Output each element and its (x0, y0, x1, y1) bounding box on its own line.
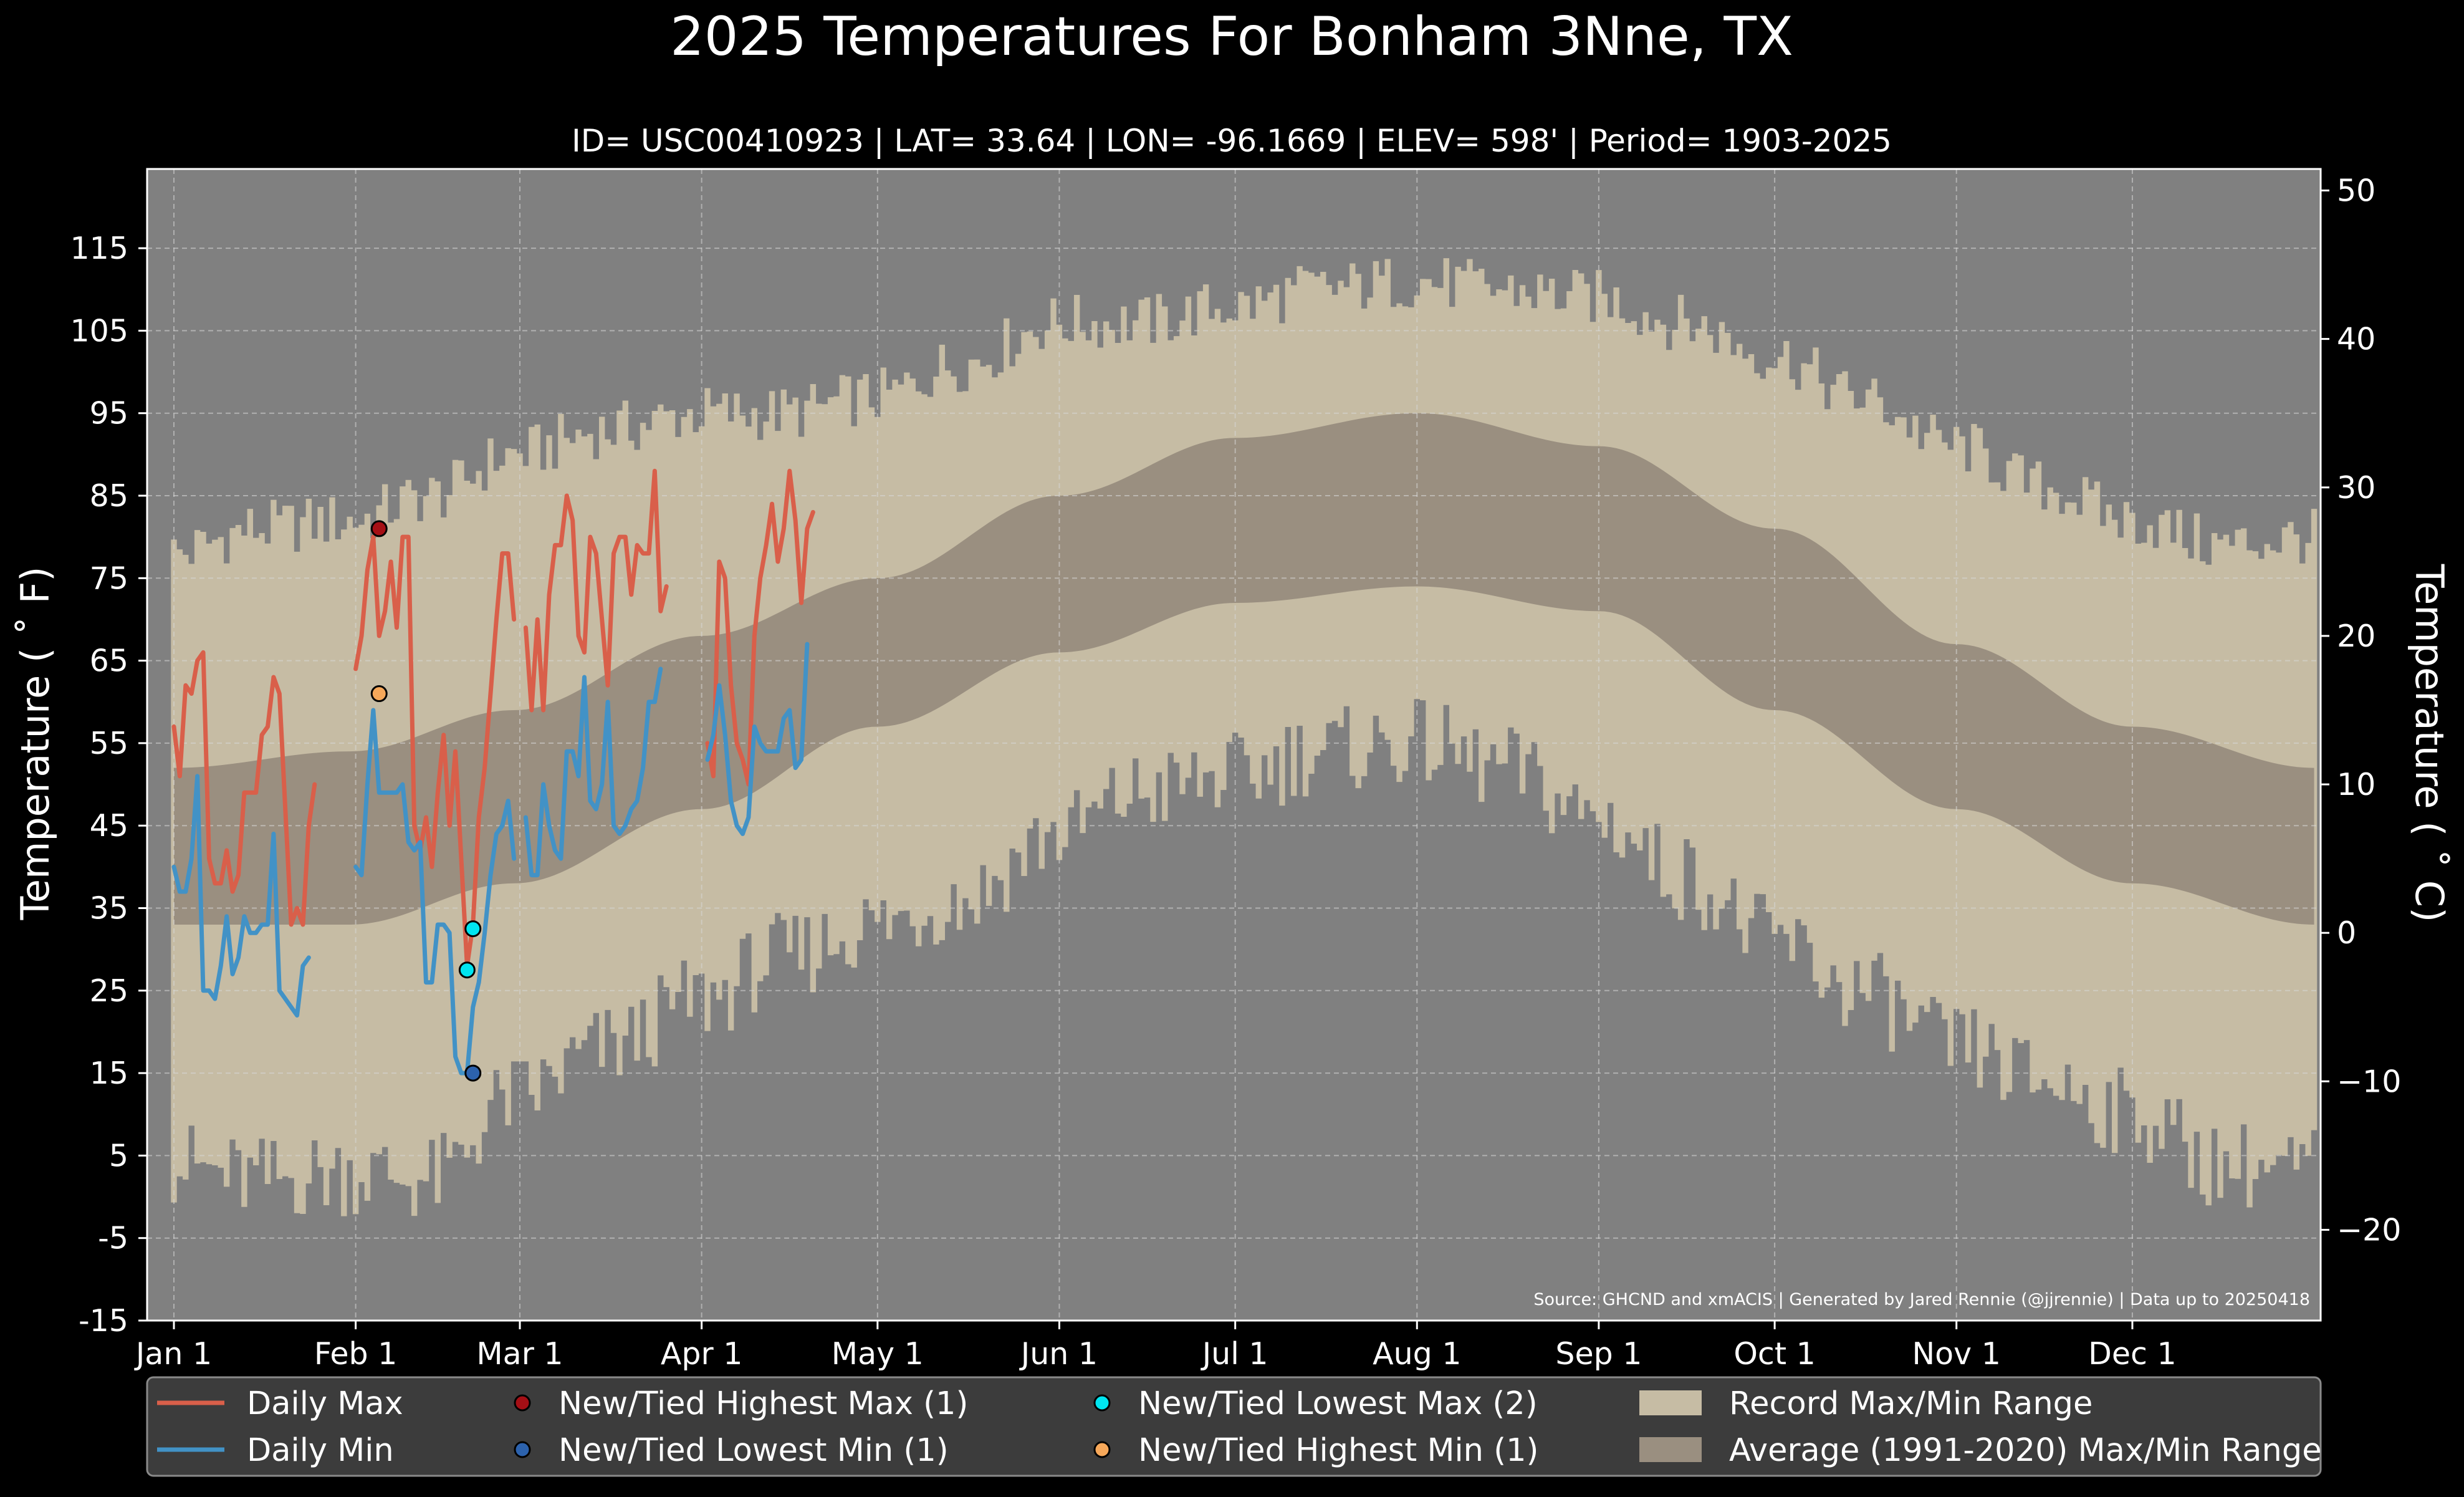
daily-min-line (171, 774, 311, 1018)
record-marker (458, 961, 476, 979)
y-tick-label: 105 (70, 313, 128, 349)
series-lines (171, 468, 815, 1076)
legend-patch-swatch (1639, 1390, 1702, 1415)
y-tick-label: 115 (70, 231, 128, 266)
record-marker (370, 685, 388, 703)
legend-label: New/Tied Highest Min (1) (1138, 1432, 1538, 1469)
record-marker (370, 520, 388, 537)
y2-tick-label: 50 (2337, 173, 2375, 208)
x-tick-label: Apr 1 (661, 1336, 743, 1372)
x-tick-label: Sep 1 (1555, 1336, 1642, 1372)
chart-subtitle: ID= USC00410923 | LAT= 33.64 | LON= -96.… (572, 123, 1892, 159)
y2-tick-label: 0 (2337, 915, 2356, 951)
y2-tick-label: 10 (2337, 767, 2375, 802)
legend-box (146, 1376, 2322, 1477)
daily-min-line (523, 667, 663, 878)
legend-label: Record Max/Min Range (1729, 1385, 2092, 1422)
y-axis-label: Temperature ( ˚ F) (12, 567, 58, 921)
source-note: Source: GHCND and xmACIS | Generated by … (1533, 1290, 2310, 1309)
y-tick-label: 95 (90, 396, 128, 431)
daily-max-line (523, 468, 669, 713)
x-tick-label: May 1 (832, 1336, 924, 1372)
x-tick-label: Jul 1 (1201, 1336, 1268, 1372)
y-tick-label: 75 (90, 561, 128, 596)
legend-label: New/Tied Lowest Max (2) (1138, 1385, 1538, 1422)
legend-label: Average (1991-2020) Max/Min Range (1729, 1432, 2322, 1469)
daily-min-line (705, 642, 810, 836)
legend-marker-swatch (1093, 1441, 1111, 1458)
x-tick-label: Jan 1 (134, 1336, 212, 1372)
plot-area (147, 169, 2321, 1321)
axes: 115 105 95 85 75 65 55 45 35 25 15 5 -5 -15 50 40 30 20 10… (70, 173, 2401, 1372)
y-tick-label: 35 (90, 891, 128, 927)
y-tick-label: -15 (79, 1303, 128, 1339)
legend-marker-swatch (1093, 1394, 1111, 1412)
y-tick-label: 55 (90, 726, 128, 761)
record-range-band (171, 258, 2318, 1216)
y-tick-label: -5 (98, 1221, 128, 1256)
y-tick-label: 15 (90, 1056, 128, 1091)
legend-label: New/Tied Lowest Min (1) (558, 1432, 949, 1469)
y-tick-label: 25 (90, 973, 128, 1009)
y-tick-label: 85 (90, 478, 128, 514)
legend-label: Daily Max (247, 1385, 403, 1422)
legend-label: New/Tied Highest Max (1) (558, 1385, 968, 1422)
daily-max-line (171, 650, 317, 927)
daily-min-line (353, 708, 517, 1076)
y-tick-label: 45 (90, 808, 128, 844)
x-tick-label: Mar 1 (476, 1336, 563, 1372)
legend-marker-swatch (514, 1441, 531, 1458)
daily-max-line (353, 534, 517, 968)
y2-tick-label: 40 (2337, 322, 2375, 357)
x-tick-label: Nov 1 (1912, 1336, 2001, 1372)
chart-title: 2025 Temperatures For Bonham 3Nne, TX (670, 6, 1793, 68)
average-range-band (174, 413, 2314, 925)
y-tick-label: 5 (109, 1138, 128, 1173)
legend-marker-swatch (514, 1394, 531, 1412)
record-marker (464, 1064, 482, 1082)
record-markers (370, 520, 482, 1082)
x-tick-label: Jun 1 (1019, 1336, 1098, 1372)
x-tick-label: Feb 1 (314, 1336, 398, 1372)
daily-max-line (705, 468, 815, 787)
y2-tick-label: −20 (2337, 1212, 2401, 1248)
legend-label: Daily Min (247, 1432, 394, 1469)
y2-tick-label: 20 (2337, 619, 2375, 654)
y2-axis-label: Temperature ( ˚ C) (2407, 564, 2452, 923)
legend-patch-swatch (1639, 1437, 1702, 1462)
y2-tick-label: −10 (2337, 1064, 2401, 1099)
x-tick-label: Oct 1 (1733, 1336, 1815, 1372)
plot-frame (146, 168, 2322, 1322)
record-marker (464, 920, 482, 938)
x-tick-label: Aug 1 (1373, 1336, 1461, 1372)
x-tick-label: Dec 1 (2088, 1336, 2177, 1372)
legend: Daily Max New/Tied Highest Max (1) New/Tie… (146, 1376, 2322, 1477)
y2-tick-label: 30 (2337, 470, 2375, 506)
y-tick-label: 65 (90, 643, 128, 679)
